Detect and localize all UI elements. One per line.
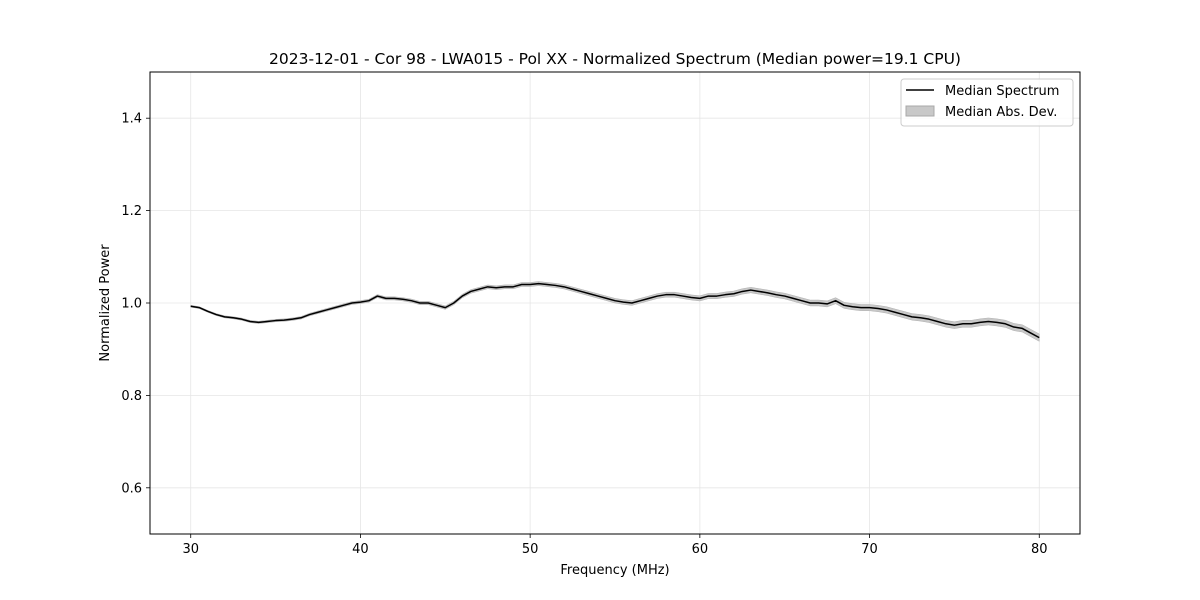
y-tick-label: 0.8 <box>121 389 142 404</box>
series-layer <box>190 282 1040 339</box>
x-tick-label: 70 <box>861 542 878 557</box>
x-tick-label: 50 <box>522 542 539 557</box>
mad-band-layer <box>190 281 1040 342</box>
y-tick-label: 0.6 <box>121 481 142 496</box>
x-axis-ticks: 30 40 50 60 70 80 <box>182 534 1048 557</box>
legend-box <box>900 78 1074 127</box>
y-tick-label: 1.2 <box>121 204 142 219</box>
y-axis-label: Normalized Power <box>98 244 113 362</box>
legend: Median Spectrum Median Abs. Dev. <box>900 78 1074 127</box>
x-axis-label: Frequency (MHz) <box>560 563 669 578</box>
legend-label-median-spectrum: Median Spectrum <box>945 84 1059 99</box>
legend-label-mad: Median Abs. Dev. <box>945 105 1057 120</box>
legend-band-swatch <box>905 105 935 117</box>
median-abs-dev-band <box>190 281 1040 342</box>
chart-title: 2023-12-01 - Cor 98 - LWA015 - Pol XX - … <box>269 50 961 68</box>
x-tick-label: 30 <box>182 542 199 557</box>
x-tick-label: 80 <box>1031 542 1048 557</box>
x-tick-label: 40 <box>352 542 369 557</box>
median-spectrum-line <box>190 282 1040 339</box>
x-tick-label: 60 <box>692 542 709 557</box>
y-axis-ticks: 0.6 0.8 1.0 1.2 1.4 <box>121 112 150 496</box>
y-tick-label: 1.0 <box>121 297 142 312</box>
y-tick-label: 1.4 <box>121 112 142 127</box>
